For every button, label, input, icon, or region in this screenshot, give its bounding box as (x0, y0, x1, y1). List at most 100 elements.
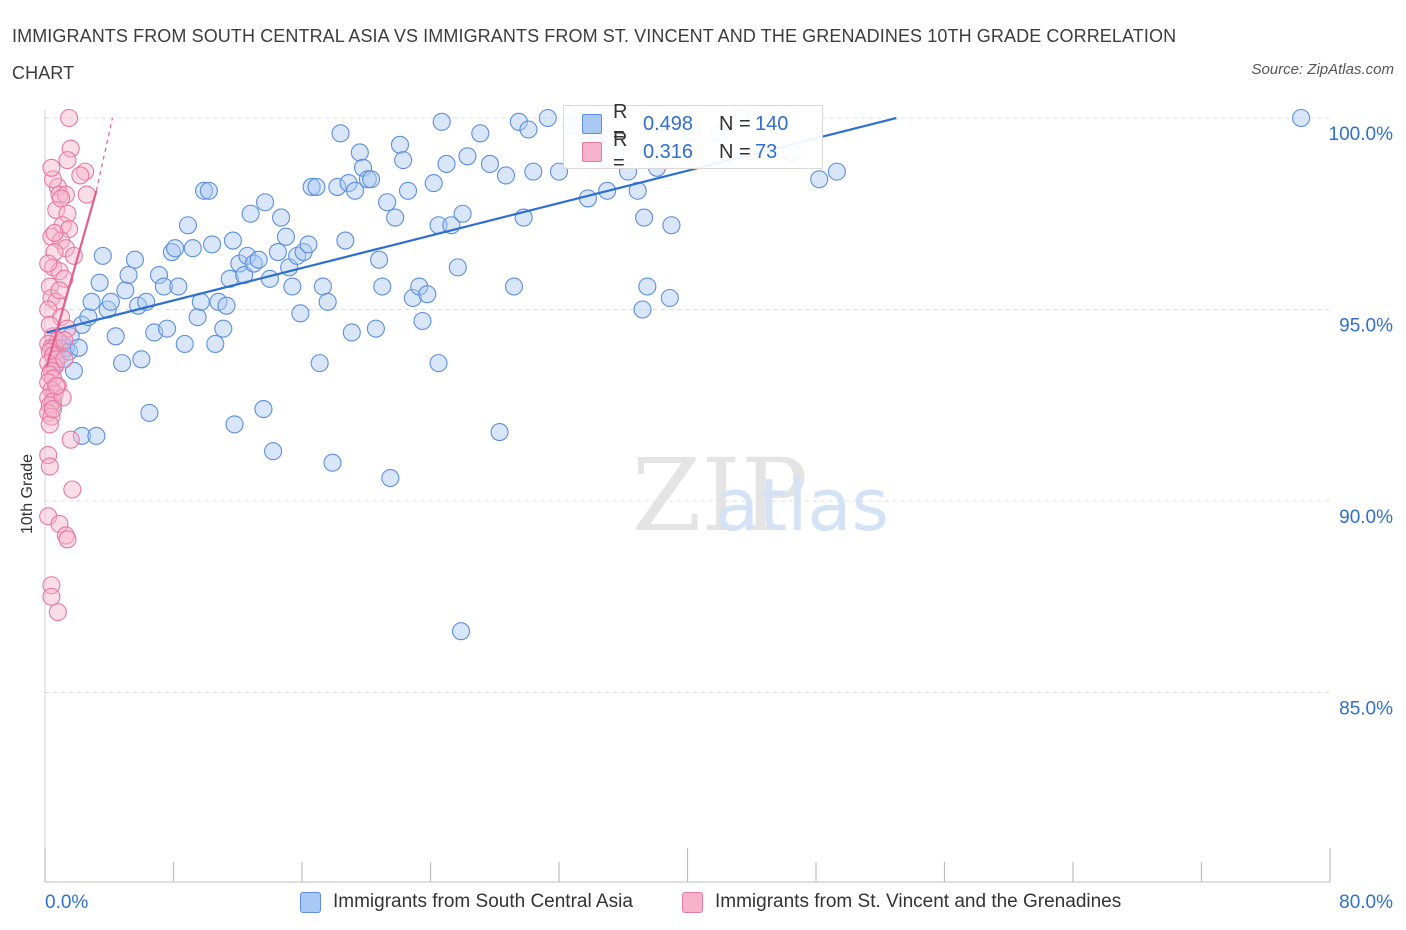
data-point-blue (183, 239, 202, 258)
stats-legend: R = 0.498 N = 140 R = 0.316 N = 73 (563, 101, 823, 174)
data-point-pink (50, 514, 69, 534)
data-point-pink (40, 415, 59, 434)
data-point-pink (58, 530, 77, 549)
watermark-zip: ZIP (632, 437, 808, 554)
legend-item-south-central-asia[interactable]: Immigrants from South Central Asia (300, 888, 633, 916)
y-tick-label: 85.0% (1339, 699, 1393, 720)
data-point-blue (424, 174, 443, 193)
legend-label: Immigrants from St. Vincent and the Gren… (715, 891, 1122, 912)
data-point-pink (40, 277, 59, 296)
data-point-pink (45, 243, 64, 262)
chart-title: IMMIGRANTS FROM SOUTH CENTRAL ASIA VS IM… (12, 26, 1177, 83)
data-point-blue (390, 135, 410, 154)
data-point-blue (339, 174, 358, 193)
data-point-blue (264, 442, 283, 461)
data-point-pink (63, 480, 82, 499)
data-point-blue (448, 258, 467, 277)
data-point-pink (42, 587, 61, 606)
data-point-pink (43, 170, 63, 189)
data-point-blue (524, 162, 543, 181)
data-point-blue (169, 277, 188, 296)
data-point-blue (662, 216, 681, 235)
stats-row-blue: R = 0.498 N = 140 (582, 101, 788, 146)
data-point-blue (291, 304, 310, 323)
data-point-pink (55, 331, 74, 350)
data-point-blue (72, 426, 91, 445)
r-label: R = (613, 101, 628, 146)
data-point-blue (310, 354, 329, 373)
data-point-pink (39, 445, 58, 465)
data-point-pink (52, 189, 71, 208)
data-point-blue (113, 354, 132, 373)
data-point-blue (87, 426, 106, 445)
y-tick-label: 90.0% (1339, 507, 1393, 528)
n-label: N = (719, 140, 751, 163)
data-point-blue (331, 124, 350, 143)
data-point-blue (82, 292, 101, 311)
data-point-pink (48, 603, 67, 622)
data-point-blue (451, 622, 471, 641)
data-point-pink (71, 166, 90, 185)
data-point-blue (90, 273, 109, 292)
data-point-blue (175, 334, 194, 354)
data-point-blue (519, 120, 538, 139)
data-point-blue (323, 453, 342, 472)
data-point-blue (318, 292, 337, 311)
data-point-pink (42, 407, 61, 426)
data-point-blue (254, 400, 273, 419)
data-point-blue (394, 151, 413, 170)
data-point-blue (178, 216, 198, 235)
data-point-blue (538, 108, 557, 128)
data-point-blue (238, 246, 257, 265)
data-point-blue (272, 208, 291, 227)
legend-label: Immigrants from South Central Asia (333, 891, 633, 912)
data-point-blue (345, 181, 365, 200)
data-point-pink (43, 400, 63, 419)
data-point-pink (47, 377, 66, 396)
data-point-blue (810, 170, 829, 189)
r-value: 0.316 (643, 140, 694, 163)
data-point-blue (256, 193, 275, 212)
data-point-pink (47, 200, 66, 219)
data-point-blue (276, 227, 295, 246)
data-point-blue (504, 277, 524, 296)
data-point-pink (39, 254, 58, 273)
trend-line-pink (45, 190, 98, 368)
source-label: Source: ZipAtlas.com (1251, 61, 1394, 78)
data-point-blue (432, 112, 451, 131)
data-point-blue (199, 181, 218, 200)
data-point-blue (125, 250, 144, 269)
data-point-blue (302, 177, 321, 196)
data-point-pink (55, 269, 74, 288)
data-point-pink (45, 223, 64, 242)
data-point-blue (313, 277, 332, 296)
data-point-pink (55, 350, 74, 369)
data-point-pink (40, 457, 59, 476)
data-point-blue (166, 239, 185, 258)
legend-swatch-blue (582, 114, 602, 134)
data-point-blue (635, 208, 654, 227)
data-point-blue (373, 277, 392, 296)
legend-swatch-pink (682, 891, 703, 913)
trend-line-pink-extension (95, 117, 114, 191)
data-point-blue (429, 354, 448, 373)
x-tick-min: 0.0% (45, 892, 88, 913)
data-point-blue (194, 181, 214, 200)
data-point-blue (437, 154, 456, 174)
data-point-blue (480, 154, 499, 174)
data-point-blue (188, 308, 207, 327)
data-point-blue (154, 277, 173, 296)
legend-item-st-vincent[interactable]: Immigrants from St. Vincent and the Gren… (682, 888, 1121, 916)
data-point-blue (1292, 108, 1311, 128)
data-point-blue (206, 334, 225, 354)
data-point-pink (61, 139, 80, 158)
legend-swatch-blue (300, 891, 321, 913)
data-point-blue (116, 281, 135, 300)
data-point-blue (471, 124, 490, 143)
data-point-blue (509, 112, 528, 131)
stats-row-pink: R = 0.316 N = 73 (582, 129, 777, 174)
series-south-central-asia (43, 108, 1311, 641)
y-tick-label: 100.0% (1329, 124, 1394, 145)
data-point-blue (225, 415, 244, 434)
data-point-blue (386, 208, 405, 227)
